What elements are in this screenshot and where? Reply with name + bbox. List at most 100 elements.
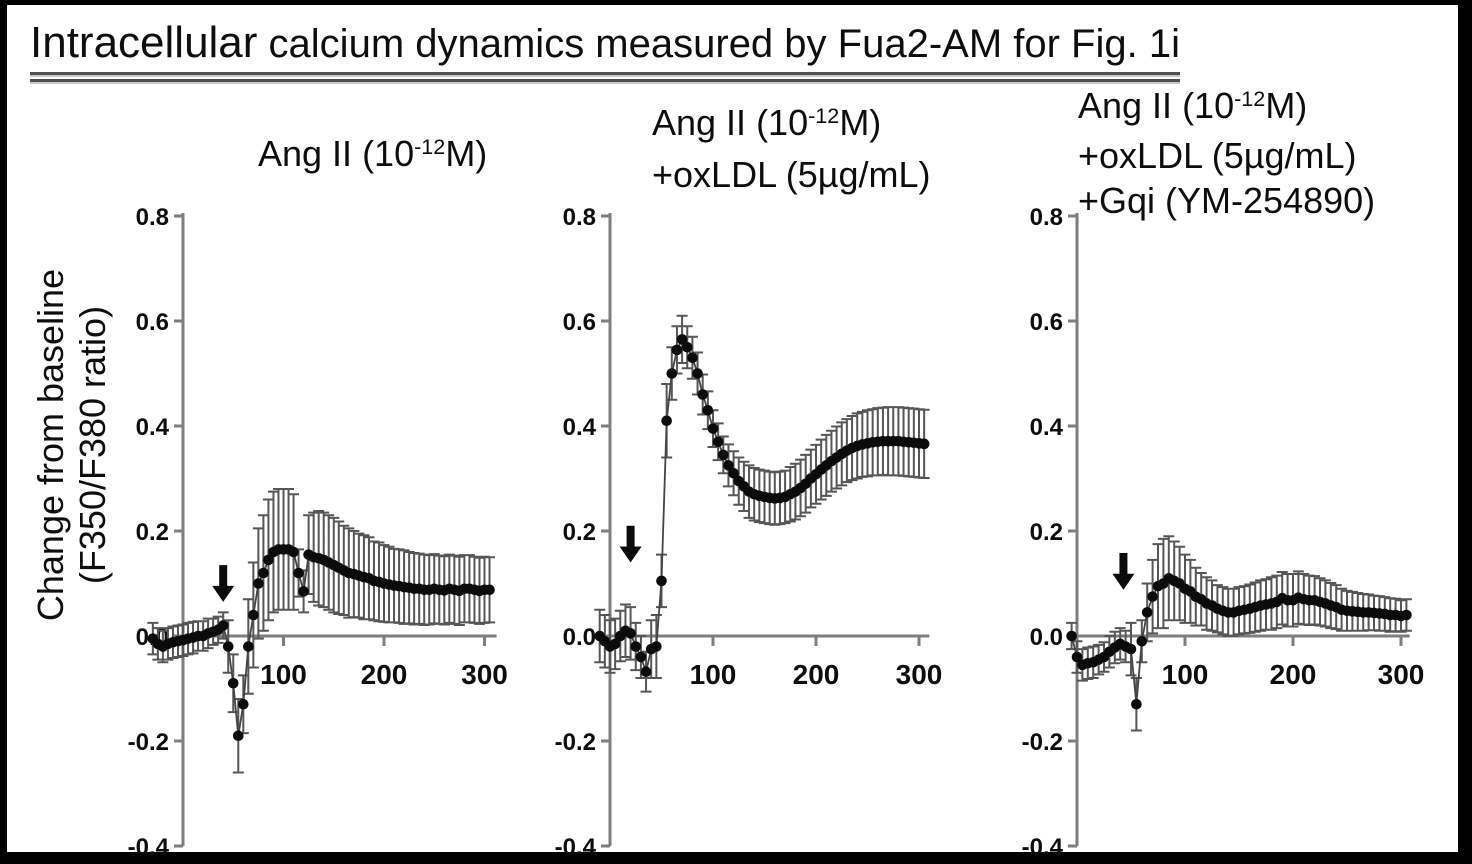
data-point bbox=[1066, 630, 1077, 642]
x-tick-label: 100 bbox=[1162, 659, 1209, 690]
data-point bbox=[676, 334, 688, 345]
y-tick-label: 0.2 bbox=[1030, 519, 1063, 546]
x-axis: 100 200 300 bbox=[183, 634, 508, 690]
data-point bbox=[1136, 635, 1148, 647]
data-point bbox=[253, 578, 264, 589]
error-bars bbox=[147, 488, 496, 774]
y-tick-label: 0.4 bbox=[136, 414, 170, 441]
data-point bbox=[1071, 651, 1083, 663]
data-point bbox=[918, 438, 930, 450]
data-point bbox=[718, 449, 729, 461]
y-tick-label: 0.2 bbox=[136, 519, 169, 546]
data-point bbox=[288, 546, 299, 558]
chart-panel-3: 0.8 0.6 0.4 0.2 0.0 -0.2 -0.4 100 200 300 bbox=[1022, 204, 1425, 861]
data-point bbox=[630, 641, 642, 652]
x-tick-label: 200 bbox=[1270, 659, 1317, 690]
data-point bbox=[293, 567, 304, 579]
data-point bbox=[222, 641, 234, 652]
panel-2-title: Ang II (10-12M) +oxLDL (5µg/mL) bbox=[652, 102, 931, 195]
data-point bbox=[640, 666, 652, 677]
data-point bbox=[263, 554, 274, 566]
panel-1-title: Ang II (10-12M) bbox=[258, 133, 488, 174]
data-point bbox=[661, 415, 672, 427]
y-tick-label: 0.6 bbox=[563, 309, 596, 336]
data-point bbox=[697, 389, 708, 400]
y-tick-label: 0.0 bbox=[563, 624, 596, 651]
data-point bbox=[238, 698, 249, 710]
x-tick-label: 100 bbox=[260, 659, 307, 690]
x-tick-label: 300 bbox=[461, 659, 508, 690]
data-point bbox=[723, 460, 734, 471]
data-point bbox=[692, 368, 703, 379]
x-tick-label: 200 bbox=[361, 659, 408, 690]
y-tick-label: 0.4 bbox=[563, 414, 597, 441]
x-tick-label: 100 bbox=[690, 659, 737, 690]
data-point bbox=[666, 368, 678, 379]
data-point bbox=[298, 586, 309, 597]
x-axis: 100 200 300 bbox=[1077, 634, 1425, 690]
data-point bbox=[625, 628, 636, 639]
chart-panel-2: 0.8 0.6 0.4 0.2 0.0 -0.2 -0.4 100 200 300 bbox=[555, 204, 943, 861]
data-points bbox=[147, 544, 495, 742]
data-point bbox=[656, 575, 667, 587]
data-point bbox=[651, 641, 662, 652]
y-tick-label: -0.2 bbox=[555, 729, 596, 756]
y-tick-label: -0.4 bbox=[1022, 834, 1064, 861]
y-tick-label: 0.8 bbox=[1030, 204, 1063, 231]
error-bars bbox=[1066, 535, 1412, 732]
figure-frame bbox=[7, 5, 1458, 852]
data-points bbox=[594, 334, 930, 677]
data-point bbox=[681, 341, 693, 353]
data-point bbox=[712, 436, 724, 448]
y-axis: 0.80.60.40.20.0-0.2-0.4 bbox=[128, 204, 185, 861]
figure-title: Intracellular calcium dynamics measured … bbox=[30, 18, 1180, 82]
data-point bbox=[728, 467, 739, 479]
data-point bbox=[227, 677, 239, 689]
y-tick-label: -0.2 bbox=[128, 729, 169, 756]
y-tick-label: 0.4 bbox=[1030, 414, 1064, 441]
y-tick-label: 0.8 bbox=[563, 204, 596, 231]
y-tick-label: 0.2 bbox=[563, 519, 596, 546]
y-tick-label: 0.6 bbox=[136, 309, 169, 336]
y-axis: 0.8 0.6 0.4 0.2 0.0 -0.2 -0.4 bbox=[1022, 204, 1079, 861]
x-tick-label: 300 bbox=[896, 659, 943, 690]
data-point bbox=[232, 730, 244, 742]
data-point bbox=[1141, 607, 1153, 618]
data-point bbox=[217, 620, 229, 631]
figure-title-text: Intracellular calcium dynamics measured … bbox=[30, 18, 1180, 82]
y-tick-label: -0.2 bbox=[1022, 729, 1063, 756]
y-tick-label: -0.4 bbox=[128, 834, 170, 861]
y-axis: 0.8 0.6 0.4 0.2 0.0 -0.2 -0.4 bbox=[555, 204, 612, 861]
data-point bbox=[702, 404, 714, 416]
y-tick-label: 0.8 bbox=[136, 204, 169, 231]
data-point bbox=[671, 344, 683, 356]
x-tick-label: 200 bbox=[793, 659, 840, 690]
panel-3-title: Ang II (10-12M) +oxLDL (5µg/mL) +Gqi (YM-2… bbox=[1078, 85, 1376, 221]
y-tick-label: 0.6 bbox=[1030, 309, 1063, 336]
stimulus-arrow-icon bbox=[1112, 553, 1135, 590]
y-axis-label-line-1: Change from baseline bbox=[30, 268, 71, 622]
data-point bbox=[484, 584, 495, 596]
data-point bbox=[635, 651, 647, 663]
stimulus-arrow-icon bbox=[619, 525, 642, 563]
data-point bbox=[1401, 609, 1412, 621]
data-points bbox=[1066, 572, 1412, 710]
data-point bbox=[687, 352, 698, 364]
y-tick-label: 0.0 bbox=[1030, 624, 1063, 651]
data-point bbox=[1131, 698, 1142, 710]
y-axis-label-line-2: (F350/F380 ratio) bbox=[72, 305, 113, 585]
y-axis-label: Change from baseline (F350/F380 ratio) bbox=[30, 235, 114, 655]
data-point bbox=[609, 638, 621, 650]
x-tick-label: 300 bbox=[1378, 659, 1425, 690]
data-point bbox=[707, 423, 719, 434]
data-point bbox=[258, 567, 269, 579]
stimulus-arrow-icon bbox=[212, 565, 235, 602]
data-point bbox=[1147, 591, 1158, 602]
data-point bbox=[248, 609, 259, 621]
y-tick-label: -0.4 bbox=[555, 834, 597, 861]
data-line bbox=[599, 337, 925, 675]
x-axis: 100 200 300 bbox=[610, 634, 943, 690]
data-point bbox=[243, 641, 254, 652]
